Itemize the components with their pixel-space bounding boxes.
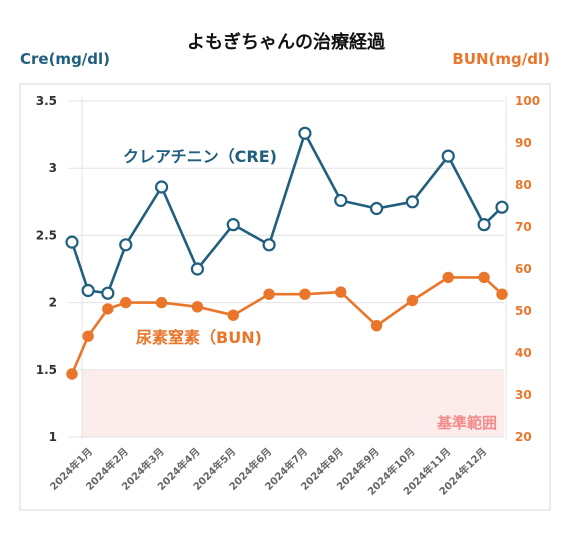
left-axis-ticks: 1 1.5 2 2.5 3 3.5 bbox=[36, 94, 57, 444]
data-point bbox=[370, 320, 383, 332]
right-tick-label: 90 bbox=[515, 136, 532, 150]
left-axis-title: Cre(mg/dl) bbox=[20, 50, 110, 68]
left-tick-label: 1.5 bbox=[36, 363, 57, 377]
plot-frame bbox=[19, 83, 551, 511]
data-point bbox=[299, 288, 311, 300]
data-point bbox=[101, 286, 115, 300]
data-point bbox=[81, 283, 95, 298]
data-point bbox=[406, 294, 419, 307]
data-point bbox=[66, 368, 78, 380]
data-point bbox=[496, 288, 508, 300]
data-point bbox=[102, 303, 114, 315]
right-axis-title: BUN(mg/dl) bbox=[452, 50, 550, 68]
data-point bbox=[190, 262, 205, 276]
data-point bbox=[119, 238, 133, 252]
right-tick-label: 40 bbox=[515, 346, 532, 360]
right-tick-label: 30 bbox=[515, 388, 532, 402]
series-label-bun: 尿素窒素（BUN) bbox=[136, 328, 262, 347]
series-layer bbox=[65, 126, 509, 380]
left-tick-label: 3.5 bbox=[36, 94, 57, 108]
reference-range-label: 基準範囲 bbox=[436, 414, 497, 432]
data-point bbox=[334, 193, 348, 208]
data-point bbox=[120, 296, 132, 309]
data-point bbox=[335, 286, 347, 298]
data-point bbox=[154, 180, 169, 194]
left-tick-label: 2 bbox=[49, 296, 57, 310]
right-tick-label: 70 bbox=[515, 220, 532, 234]
data-point bbox=[369, 201, 384, 216]
data-point bbox=[298, 126, 312, 140]
data-point bbox=[441, 149, 455, 163]
right-tick-label: 100 bbox=[515, 94, 540, 108]
reference-range-band bbox=[82, 369, 504, 437]
series-label-cre: クレアチニン（CRE) bbox=[123, 147, 277, 166]
right-axis-ticks: 20 30 40 50 60 70 80 90 100 bbox=[515, 94, 540, 444]
right-tick-label: 20 bbox=[515, 430, 532, 444]
data-point bbox=[226, 218, 240, 232]
right-tick-label: 80 bbox=[515, 178, 532, 192]
left-tick-label: 1 bbox=[49, 430, 57, 444]
right-tick-label: 50 bbox=[515, 304, 532, 318]
data-point bbox=[191, 301, 204, 313]
left-tick-label: 2.5 bbox=[36, 228, 57, 242]
data-point bbox=[82, 330, 94, 342]
data-point bbox=[477, 218, 491, 232]
data-point bbox=[478, 271, 490, 284]
chart-title: よもぎちゃんの治療経過 bbox=[187, 31, 386, 53]
data-point bbox=[227, 309, 239, 321]
data-point bbox=[155, 296, 168, 309]
data-point bbox=[65, 235, 79, 249]
data-point bbox=[442, 271, 454, 284]
left-tick-label: 3 bbox=[49, 161, 57, 175]
data-point bbox=[262, 238, 276, 252]
data-point bbox=[495, 200, 509, 214]
data-point bbox=[263, 288, 275, 300]
data-point bbox=[405, 195, 420, 209]
right-tick-label: 60 bbox=[515, 262, 532, 276]
